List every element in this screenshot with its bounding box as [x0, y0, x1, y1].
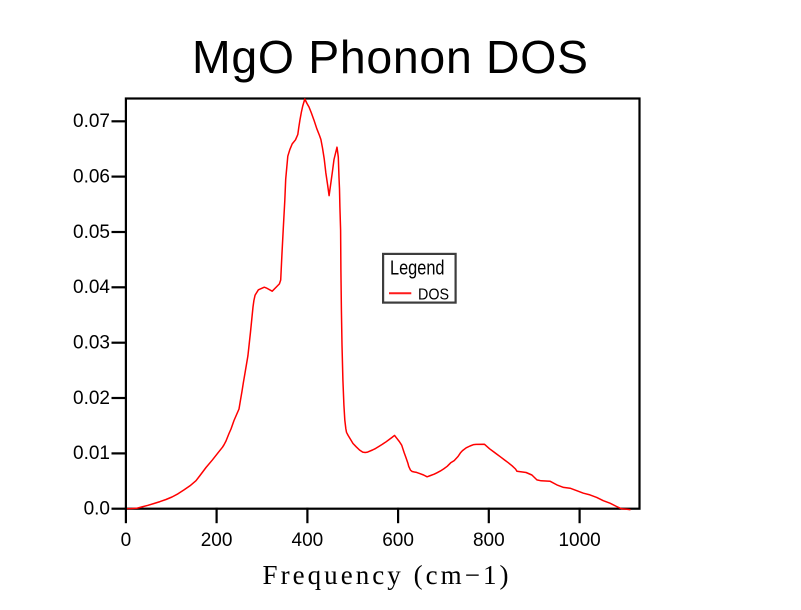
svg-text:Legend: Legend	[390, 258, 445, 280]
svg-text:600: 600	[382, 530, 414, 551]
svg-text:0.0: 0.0	[84, 499, 110, 520]
svg-text:Frequency (cm−1): Frequency (cm−1)	[263, 560, 509, 590]
svg-text:0.03: 0.03	[73, 333, 110, 354]
svg-text:0.07: 0.07	[73, 111, 110, 132]
svg-text:0.05: 0.05	[73, 222, 110, 243]
svg-text:DOS: DOS	[418, 287, 449, 304]
svg-text:0.01: 0.01	[73, 443, 110, 464]
svg-text:400: 400	[292, 530, 324, 551]
svg-text:1000: 1000	[558, 530, 600, 551]
svg-text:MgO Phonon DOS: MgO Phonon DOS	[192, 31, 588, 83]
svg-text:0.06: 0.06	[73, 166, 110, 187]
svg-text:200: 200	[201, 530, 233, 551]
svg-text:0.04: 0.04	[73, 277, 110, 298]
svg-text:0.02: 0.02	[73, 388, 110, 409]
svg-text:0: 0	[121, 530, 132, 551]
svg-text:800: 800	[473, 530, 505, 551]
